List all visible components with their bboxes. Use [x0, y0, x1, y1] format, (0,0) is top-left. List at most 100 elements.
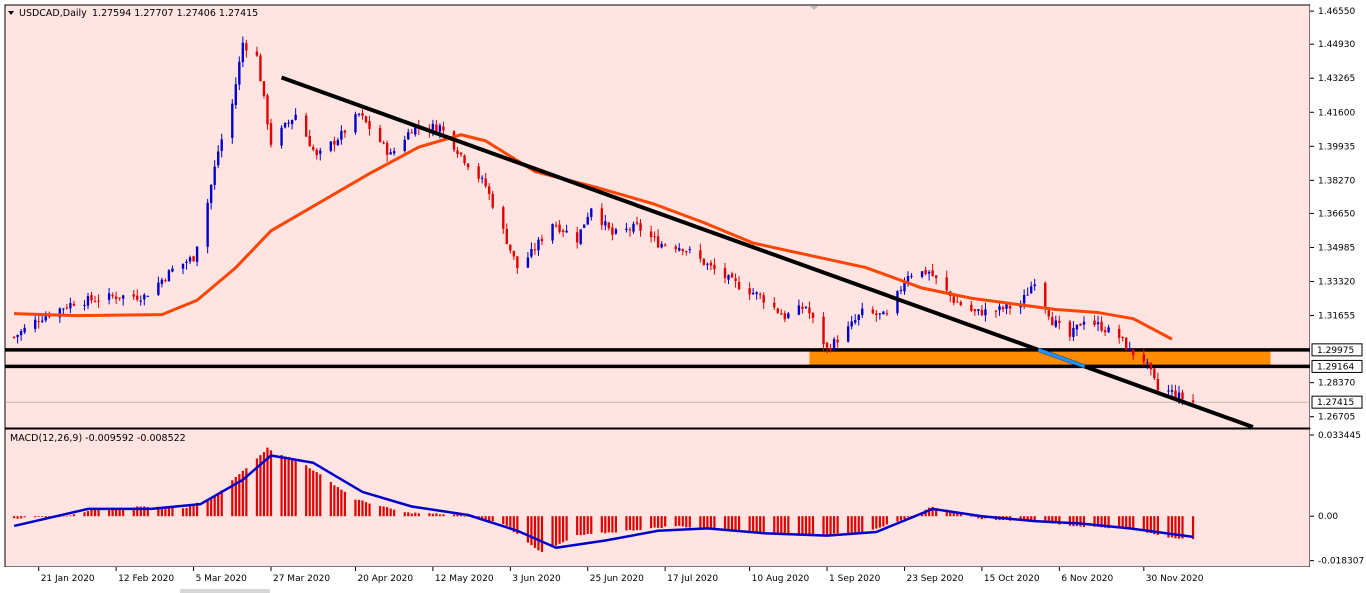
candle-body [206, 202, 209, 247]
candle-body [604, 221, 607, 226]
candle-body [188, 257, 192, 262]
macd-histogram-bar [459, 514, 463, 517]
candle-body [213, 166, 216, 185]
candle-body [1181, 392, 1184, 400]
candle-body [368, 121, 371, 130]
candle-body [1128, 348, 1131, 351]
candle-body [685, 251, 688, 253]
candle-body [825, 342, 829, 348]
macd-histogram-bar [579, 516, 582, 536]
macd-histogram-bar [847, 516, 850, 535]
macd-histogram-bar [730, 516, 734, 531]
candle-body [530, 249, 533, 257]
candle-body [319, 150, 322, 154]
candle [758, 292, 762, 300]
candle-body [392, 151, 396, 154]
candle [1103, 326, 1107, 337]
candle [526, 252, 530, 269]
macd-histogram-bar [512, 516, 515, 533]
candle [632, 221, 635, 234]
candle-body [1103, 330, 1107, 333]
candle-body [231, 103, 234, 138]
macd-histogram-bar [20, 516, 23, 519]
candle [773, 297, 776, 310]
macd-histogram-bar [836, 516, 839, 534]
macd-histogram-bar [69, 515, 72, 517]
macd-histogram-bar [1121, 516, 1124, 528]
macd-histogram-bar [1128, 516, 1131, 529]
macd-histogram-bar [463, 516, 466, 517]
macd-histogram-bar [431, 513, 434, 517]
candle [931, 263, 934, 277]
candle-body [83, 304, 86, 306]
candle-body [931, 270, 934, 276]
candle-body [389, 152, 392, 155]
candle-body [780, 313, 783, 315]
macd-histogram-bar [649, 516, 653, 529]
candle-body [973, 309, 977, 312]
candle [857, 314, 860, 326]
time-tick-label: 15 Oct 2020 [984, 574, 1040, 584]
candle [952, 295, 955, 306]
macd-histogram-bar [65, 515, 68, 517]
chart-symbol-title[interactable]: USDCAD,Daily [19, 8, 87, 19]
descending-trendline[interactable] [280, 75, 1254, 429]
candle-body [727, 275, 730, 280]
candle-body [871, 309, 875, 314]
macd-tick-label: 0.00 [1318, 512, 1338, 522]
candle [628, 227, 632, 237]
candle [220, 133, 223, 158]
macd-histogram-bar [1072, 516, 1075, 527]
price-tag-label: 1.27415 [1317, 398, 1354, 408]
candle [801, 302, 804, 314]
macd-histogram-bar [945, 509, 948, 517]
candle-body [1075, 324, 1079, 330]
macd-histogram-bar [759, 516, 762, 533]
time-tick-label: 3 Jun 2020 [512, 574, 561, 584]
candle-body [333, 140, 336, 145]
candle-body [23, 327, 26, 333]
macd-histogram-bar [86, 511, 90, 517]
candle-body [164, 280, 167, 282]
symbol-dropdown-arrow-icon[interactable] [8, 11, 14, 15]
candle [1117, 324, 1121, 344]
candle-body [167, 270, 171, 282]
candle [340, 125, 343, 145]
candle-body [797, 305, 801, 315]
candle [1167, 385, 1170, 396]
macd-histogram-bar [393, 509, 396, 517]
candle-body [628, 229, 632, 231]
candle [854, 314, 857, 325]
scroll-marker[interactable] [810, 6, 818, 10]
candle-body [287, 122, 290, 124]
candle-body [181, 263, 185, 269]
macd-histogram-bar [681, 516, 684, 527]
macd-histogram-bar [857, 516, 860, 534]
candle-body [614, 229, 618, 234]
candle [245, 39, 248, 58]
macd-histogram-bar [1023, 516, 1026, 522]
candle [783, 310, 787, 323]
price-tick-label: 1.43265 [1318, 74, 1355, 84]
macd-histogram-bar [108, 508, 111, 517]
candle [65, 304, 69, 310]
candle-body [354, 114, 357, 133]
candle-body [378, 127, 382, 143]
candle [164, 278, 167, 283]
horizontal-scrollbar[interactable] [180, 589, 270, 593]
candle-body [751, 292, 755, 295]
macd-histogram-bar [157, 506, 160, 517]
candle [463, 154, 466, 166]
candle-body [1054, 320, 1058, 327]
candle-body [241, 42, 245, 62]
macd-histogram-bar [305, 465, 308, 517]
candle [1093, 315, 1096, 327]
candle-body [980, 309, 984, 316]
candle-body [885, 313, 889, 315]
macd-histogram-bar [160, 507, 163, 517]
support-zone[interactable] [809, 349, 1271, 367]
macd-histogram-bar [442, 514, 445, 517]
candle [505, 223, 508, 245]
macd-histogram-bar [537, 516, 540, 551]
